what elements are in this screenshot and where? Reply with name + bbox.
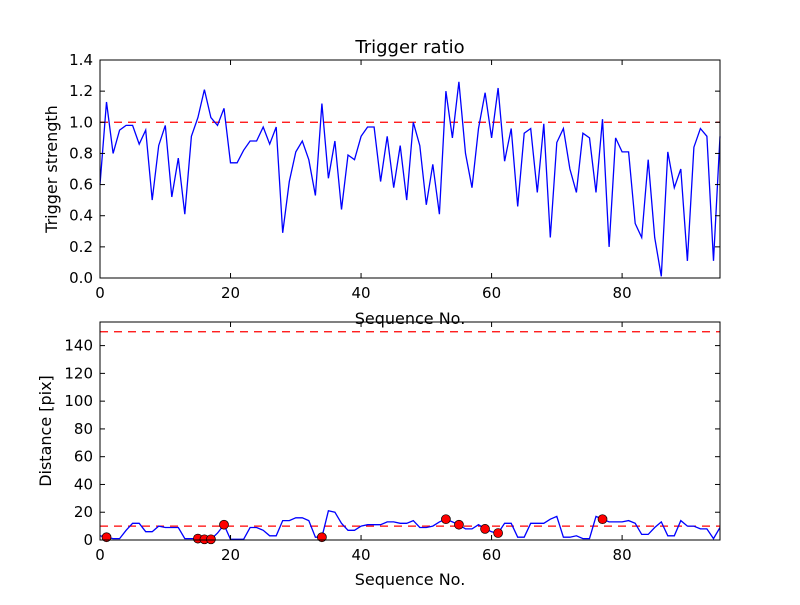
bottom-trigger-marker <box>101 532 112 543</box>
bottom-trigger-marker <box>454 519 464 530</box>
bottom-trigger-marker <box>441 514 451 525</box>
bottom-x-tick-label: 20 <box>221 546 240 564</box>
top-x-tick-label: 20 <box>221 284 240 302</box>
top-x-axis-label: Sequence No. <box>355 309 466 328</box>
bottom-y-axis-label: Distance [pix] <box>36 375 55 487</box>
bottom-trigger-marker <box>206 534 216 545</box>
top-chart-title: Trigger ratio <box>354 37 464 58</box>
bottom-y-tick-label: 20 <box>74 503 93 521</box>
top-y-tick-label: 1.2 <box>69 82 93 100</box>
bottom-y-tick-label: 80 <box>74 420 93 438</box>
bottom-x-tick-label: 60 <box>482 546 501 564</box>
bottom-series-line <box>99 510 721 540</box>
top-x-tick-label: 0 <box>95 284 105 302</box>
bottom-x-tick-label: 80 <box>613 546 632 564</box>
bottom-y-tick-label: 60 <box>74 448 93 466</box>
bottom-y-tick-label: 120 <box>64 364 93 382</box>
top-x-tick-label: 80 <box>613 284 632 302</box>
bottom-x-tick-label: 40 <box>352 546 371 564</box>
top-y-tick-label: 1.0 <box>69 113 93 131</box>
bottom-trigger-marker <box>219 519 229 530</box>
bottom-y-tick-label: 100 <box>64 392 93 410</box>
top-axes-frame <box>99 59 721 279</box>
bottom-trigger-marker <box>480 524 490 534</box>
top-y-tick-label: 0.2 <box>69 238 93 256</box>
top-y-tick-label: 0.4 <box>69 207 93 225</box>
top-y-tick-label: 0.0 <box>69 269 93 287</box>
top-y-axis-label: Trigger strength <box>42 105 61 234</box>
bottom-trigger-marker <box>597 514 608 525</box>
bottom-axes-frame <box>99 321 721 541</box>
top-y-tick-label: 0.6 <box>69 176 93 194</box>
bottom-y-tick-label: 0 <box>83 531 93 549</box>
bottom-x-axis-label: Sequence No. <box>355 570 466 589</box>
top-series-line <box>99 81 721 277</box>
top-y-tick-label: 1.4 <box>69 51 93 69</box>
top-y-tick-label: 0.8 <box>69 144 93 162</box>
bottom-trigger-marker <box>317 532 327 543</box>
bottom-trigger-marker <box>493 528 503 538</box>
bottom-x-tick-label: 0 <box>95 546 105 564</box>
top-x-tick-label: 40 <box>352 284 371 302</box>
bottom-y-tick-label: 140 <box>64 337 93 355</box>
bottom-y-tick-label: 40 <box>74 475 93 493</box>
top-x-tick-label: 60 <box>482 284 501 302</box>
